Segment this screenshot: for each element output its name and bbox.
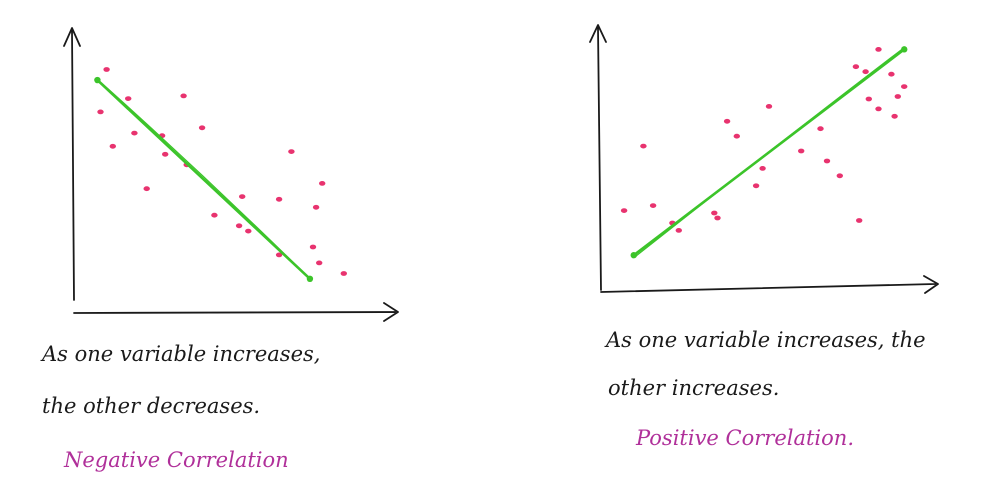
positive-correlation-chart — [589, 24, 939, 294]
data-point — [714, 215, 721, 221]
trend-line-stroke — [96, 78, 312, 281]
data-point — [875, 106, 882, 112]
y-axis-arrow — [63, 27, 81, 301]
data-point — [759, 166, 766, 171]
positive-caption-line-1: As one variable increases, the — [606, 328, 926, 352]
trend-line-sketch — [98, 80, 310, 279]
data-point — [312, 204, 320, 210]
data-point — [894, 94, 901, 99]
data-point — [862, 69, 869, 75]
x-axis-arrow — [73, 302, 399, 322]
data-point — [752, 183, 760, 189]
trend-end-dot — [306, 275, 314, 282]
data-point — [888, 71, 895, 77]
y-axis-arrow — [589, 24, 607, 291]
data-point — [211, 212, 218, 218]
data-point — [340, 271, 347, 276]
negative-correlation-label: Negative Correlation — [64, 448, 289, 472]
data-point — [288, 149, 295, 155]
data-point — [198, 125, 206, 131]
data-point — [649, 203, 657, 209]
x-axis-arrow — [600, 275, 939, 294]
data-point — [901, 84, 908, 89]
positive-correlation-label: Positive Correlation. — [636, 426, 854, 450]
data-point — [765, 104, 773, 109]
trend-start-dot — [630, 252, 637, 259]
data-points — [620, 47, 908, 233]
data-point — [125, 96, 132, 101]
data-point — [143, 186, 150, 192]
trend-end-dot — [901, 46, 908, 53]
data-point — [235, 223, 243, 229]
trend-line — [630, 46, 908, 259]
data-point — [109, 143, 117, 149]
negative-caption-line-2: the other decreases. — [42, 394, 261, 418]
positive-caption-line-2: other increases. — [608, 376, 780, 400]
data-point — [162, 151, 169, 157]
data-point — [823, 158, 831, 164]
data-point — [675, 228, 682, 233]
data-point — [711, 210, 718, 216]
data-point — [131, 130, 138, 136]
data-point — [891, 113, 898, 119]
data-point — [620, 208, 628, 214]
data-point — [239, 194, 246, 200]
data-point — [836, 173, 843, 179]
data-point — [875, 47, 882, 52]
data-point — [103, 67, 110, 72]
data-point — [640, 143, 647, 149]
data-point — [97, 109, 104, 115]
data-point — [865, 96, 872, 102]
data-point — [852, 64, 860, 70]
data-point — [733, 133, 740, 139]
data-points — [97, 67, 347, 276]
data-point — [180, 93, 187, 99]
negative-caption-line-1: As one variable increases, — [42, 342, 321, 366]
data-point — [275, 196, 283, 202]
data-point — [798, 148, 805, 154]
data-point — [309, 244, 317, 250]
trend-start-dot — [94, 76, 101, 84]
data-point — [316, 260, 323, 266]
data-point — [319, 181, 326, 186]
data-point — [275, 252, 283, 258]
trend-line-sketch — [635, 47, 904, 257]
data-point — [817, 126, 824, 132]
data-point — [856, 218, 863, 223]
trend-line — [94, 76, 314, 282]
negative-correlation-chart — [63, 27, 399, 322]
data-point — [723, 118, 731, 124]
data-point — [245, 228, 252, 234]
